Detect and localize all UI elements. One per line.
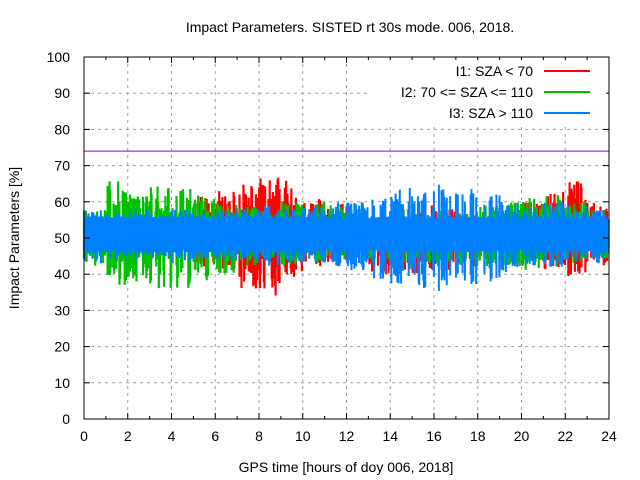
x-tick-label: 8 [255,428,263,444]
y-tick-label: 50 [54,230,70,246]
y-tick-label: 30 [54,302,70,318]
y-tick-label: 100 [47,49,71,65]
x-tick-label: 0 [80,428,88,444]
x-axis-label: GPS time [hours of doy 006, 2018] [239,459,454,475]
series-3 [83,184,610,291]
x-tick-label: 2 [124,428,132,444]
chart-title: Impact Parameters. SISTED rt 30s mode. 0… [186,19,514,35]
x-tick-label: 16 [426,428,442,444]
y-tick-label: 80 [54,121,70,137]
y-tick-label: 90 [54,85,70,101]
x-tick-label: 10 [295,428,311,444]
y-tick-label: 10 [54,375,70,391]
legend-label: I2: 70 <= SZA <= 110 [401,84,533,100]
data-bars [82,177,610,296]
y-tick-label: 40 [54,266,70,282]
x-tick-label: 20 [514,428,530,444]
grid [84,57,609,419]
x-tick-label: 6 [211,428,219,444]
y-tick-label: 70 [54,158,70,174]
x-tick-labels: 0 2 4 6 8 10 12 14 16 18 20 22 24 [80,428,617,444]
y-tick-labels: 0 10 20 30 40 50 60 70 80 90 100 [47,49,71,427]
x-tick-label: 24 [601,428,617,444]
legend: I1: SZA < 70 I2: 70 <= SZA <= 110 I3: SZA … [401,63,590,121]
x-tick-label: 14 [382,428,398,444]
legend-label: I3: SZA > 110 [449,105,533,121]
x-tick-label: 22 [557,428,573,444]
y-tick-label: 60 [54,194,70,210]
y-tick-label: 0 [62,411,70,427]
x-tick-label: 18 [470,428,486,444]
x-tick-label: 12 [339,428,355,444]
x-tick-label: 4 [168,428,176,444]
legend-label: I1: SZA < 70 [456,63,534,79]
y-axis-label: Impact Parameters [%] [6,167,22,309]
y-tick-label: 20 [54,339,70,355]
